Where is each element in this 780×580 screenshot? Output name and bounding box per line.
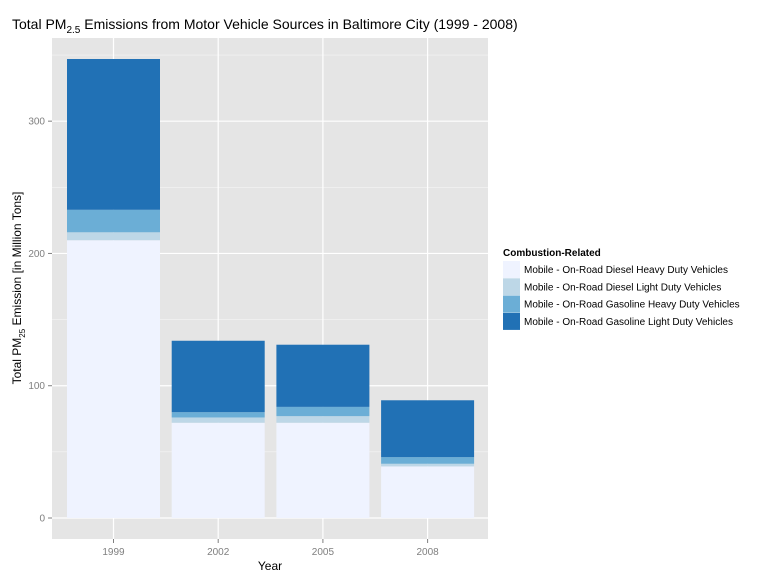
x-tick-label: 2008 — [416, 547, 439, 558]
bar-segment — [171, 412, 265, 418]
y-axis-title: Total PM25 Emission [in Million Tons] — [10, 192, 27, 385]
bar-segment — [276, 422, 370, 518]
legend-entry-label: Mobile - On-Road Gasoline Light Duty Veh… — [524, 317, 733, 328]
legend-swatch — [503, 312, 520, 330]
y-axis: 0 100 200 300 — [28, 117, 52, 525]
bar-segment — [67, 240, 160, 518]
x-axis-title: Year — [258, 559, 282, 573]
bar-segment — [276, 344, 370, 407]
chart-title: Total PM2.5 Emissions from Motor Vehicle… — [12, 16, 518, 36]
legend-title: Combustion-Related — [503, 248, 601, 259]
bar-segment — [67, 209, 160, 233]
legend: Combustion-Related Mobile - On-Road Dies… — [503, 248, 740, 330]
x-axis: 1999 2002 2005 2008 — [102, 539, 439, 558]
y-tick-label: 100 — [28, 381, 45, 392]
bar-segment — [171, 422, 265, 518]
legend-entry-label: Mobile - On-Road Diesel Heavy Duty Vehic… — [524, 265, 728, 276]
y-tick-label: 300 — [28, 117, 45, 128]
x-tick-label: 2002 — [207, 547, 230, 558]
bar-segment — [381, 466, 475, 518]
bar-segment — [67, 59, 160, 210]
bar-segment — [67, 232, 160, 241]
x-tick-label: 2005 — [312, 547, 335, 558]
bar-segment — [381, 400, 475, 458]
bar-segment — [276, 406, 370, 417]
y-tick-label: 200 — [28, 249, 45, 260]
bars — [67, 59, 475, 518]
legend-entry-label: Mobile - On-Road Gasoline Heavy Duty Veh… — [524, 300, 740, 311]
bar-segment — [171, 340, 265, 413]
legend-swatch — [503, 295, 520, 313]
legend-entry-label: Mobile - On-Road Diesel Light Duty Vehic… — [524, 282, 721, 293]
bar-segment — [171, 417, 265, 423]
bar-segment — [381, 457, 475, 464]
bar-segment — [381, 463, 475, 467]
legend-swatch — [503, 278, 520, 296]
bar-segment — [276, 416, 370, 423]
y-tick-label: 0 — [39, 514, 45, 525]
x-tick-label: 1999 — [102, 547, 125, 558]
legend-swatch — [503, 261, 520, 278]
